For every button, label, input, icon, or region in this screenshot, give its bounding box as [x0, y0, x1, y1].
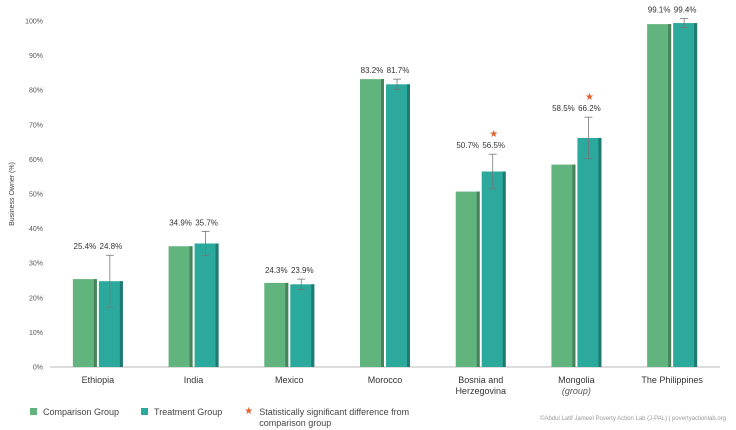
data-label-comparison: 24.3% — [265, 266, 288, 275]
y-tick-label: 0% — [33, 365, 43, 372]
treatment-bar — [481, 171, 506, 367]
y-tick-label: 80% — [29, 88, 43, 95]
significance-star-icon: ★ — [489, 129, 498, 140]
data-label-treatment: 35.7% — [195, 218, 218, 227]
comparison-bar — [264, 282, 289, 367]
category-label: Mexico — [275, 375, 304, 385]
treatment-bar — [194, 243, 219, 367]
category-label: The Philippines — [641, 375, 703, 385]
legend-item-significance: ★ Statistically significant difference f… — [244, 407, 409, 429]
legend-label-comparison: Comparison Group — [43, 407, 120, 417]
data-label-treatment: 24.8% — [100, 242, 123, 251]
y-tick-label: 30% — [29, 261, 43, 268]
data-label-treatment: 99.4% — [674, 6, 697, 15]
significance-star-icon: ★ — [585, 92, 594, 103]
category-label: India — [184, 375, 204, 385]
credit-text: ©Abdul Latif Jameel Poverty Action Lab (… — [540, 416, 726, 422]
treatment-bar — [577, 137, 602, 367]
comparison-bar — [455, 191, 480, 367]
y-tick-label: 40% — [29, 226, 43, 233]
y-axis-label: Business Owner (%) — [9, 162, 16, 226]
category-label: Morocco — [368, 375, 403, 385]
treatment-bar-shade — [311, 284, 315, 367]
comparison-bar-shade — [285, 282, 289, 367]
comparison-bar — [168, 246, 193, 367]
treatment-bar-shade — [407, 84, 410, 368]
comparison-bar — [551, 164, 576, 367]
legend-label-treatment: Treatment Group — [154, 407, 223, 417]
y-tick-label: 70% — [29, 122, 43, 129]
comparison-swatch — [30, 408, 37, 415]
y-tick-label: 90% — [29, 53, 43, 60]
treatment-bar-shade — [694, 23, 698, 368]
y-tick-label: 20% — [29, 295, 43, 302]
category-label: Bosnia and — [458, 375, 503, 385]
category-label: Mongolia — [558, 375, 595, 385]
data-label-comparison: 83.2% — [361, 66, 384, 75]
treatment-swatch — [141, 408, 149, 415]
data-label-treatment: 66.2% — [578, 104, 601, 113]
data-label-treatment: 81.7% — [387, 66, 410, 75]
treatment-bar-shade — [502, 171, 506, 367]
comparison-bar-shade — [572, 164, 576, 367]
category-label: Herzegovina — [455, 386, 506, 396]
treatment-bar — [98, 281, 123, 367]
comparison-bar — [360, 79, 384, 368]
data-label-comparison: 25.4% — [74, 242, 97, 251]
comparison-bar-shade — [381, 79, 384, 368]
comparison-bar — [72, 279, 97, 367]
data-label-comparison: 50.7% — [456, 141, 479, 150]
treatment-bar — [386, 84, 410, 368]
legend-label-significance: Statistically significant difference fro… — [259, 407, 410, 428]
y-tick-label: 10% — [29, 330, 43, 337]
treatment-bar — [673, 23, 698, 368]
category-sublabel: (group) — [562, 386, 591, 396]
treatment-bar-shade — [598, 137, 602, 367]
data-label-treatment: 56.5% — [482, 141, 505, 150]
y-tick-label: 100% — [25, 19, 43, 26]
treatment-bar — [290, 284, 315, 367]
y-tick-label: 50% — [29, 192, 43, 199]
data-label-comparison: 58.5% — [552, 104, 575, 113]
comparison-bar-shade — [476, 191, 480, 367]
data-label-treatment: 23.9% — [291, 266, 314, 275]
data-label-comparison: 99.1% — [648, 6, 671, 15]
comparison-bar — [647, 24, 672, 367]
treatment-bar-shade — [119, 281, 123, 367]
legend-item-treatment: Treatment Group — [141, 407, 222, 417]
comparison-bar-shade — [668, 24, 672, 367]
data-label-comparison: 34.9% — [169, 218, 192, 227]
legend-item-comparison: Comparison Group — [30, 407, 119, 417]
star-icon: ★ — [244, 406, 254, 417]
category-label: Ethiopia — [82, 375, 115, 385]
comparison-bar-shade — [189, 246, 193, 367]
legend: Comparison Group Treatment Group ★ Stati… — [30, 407, 409, 429]
comparison-bar-shade — [93, 279, 97, 367]
treatment-bar-shade — [215, 243, 219, 367]
y-tick-label: 60% — [29, 157, 43, 164]
